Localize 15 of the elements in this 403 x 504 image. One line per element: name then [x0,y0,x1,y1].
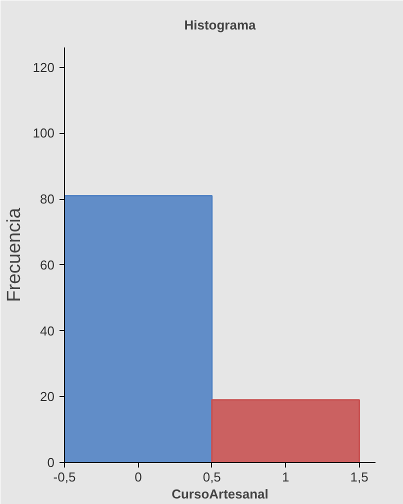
y-tick-label: 100 [32,126,55,141]
y-tick-label: 60 [40,257,55,272]
y-axis-title: Frecuencia [4,208,25,302]
chart-title: Histograma [184,18,257,32]
y-tick-label: 80 [40,192,55,207]
y-tick-label: 40 [40,323,55,338]
x-tick-label: 0 [134,470,142,484]
x-tick-label: 1,5 [350,470,368,484]
x-tick-label: -0,5 [53,470,76,484]
y-tick-label: 0 [47,455,55,470]
x-axis-title: CursoArtesanal [172,486,268,502]
y-tick-label: 20 [40,389,55,404]
x-tick-label: 0,5 [202,470,221,484]
x-tick-label: 1 [282,470,290,484]
y-tick-label: 120 [32,60,55,75]
